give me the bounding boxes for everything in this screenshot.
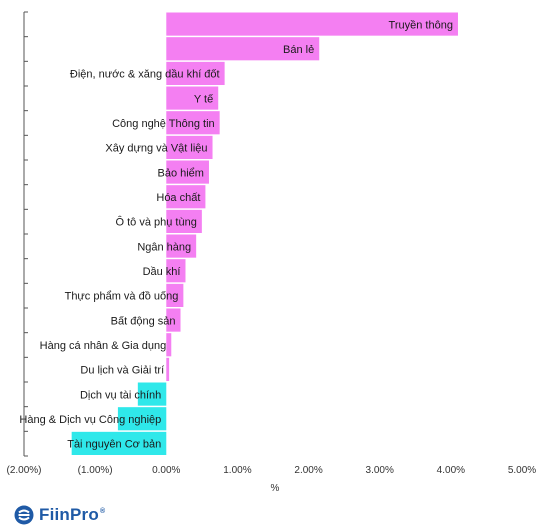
bar xyxy=(137,382,167,406)
bar-label: Ngân hàng xyxy=(137,241,191,253)
x-tick-label: (1.00%) xyxy=(78,465,113,476)
fiinpro-logo-text: FiinPro® xyxy=(39,505,105,525)
bar-label: Ô tô và phụ tùng xyxy=(116,216,197,229)
fiinpro-logo-icon xyxy=(14,505,34,525)
bar xyxy=(166,185,206,209)
bar-label: Hàng & Dịch vụ Công nghiệp xyxy=(19,414,161,426)
bar-label: Dịch vụ tài chính xyxy=(80,389,161,401)
bar-label: Hàng cá nhân & Gia dụng xyxy=(40,340,167,352)
bar-label: Bất động sản xyxy=(111,315,176,327)
fiinpro-logo: FiinPro® xyxy=(14,504,105,526)
bar xyxy=(166,160,209,184)
bar-label: Du lịch và Giải trí xyxy=(80,365,164,377)
bar xyxy=(71,431,167,455)
x-tick-label: 4.00% xyxy=(437,465,465,476)
bar-label: Tài nguyên Cơ bản xyxy=(67,439,161,451)
bar xyxy=(166,86,219,110)
bar-label: Bảo hiểm xyxy=(157,167,203,179)
bar-label: Truyền thông xyxy=(389,19,453,31)
bar-label: Bán lẻ xyxy=(283,44,314,56)
bar-label: Xây dựng và Vật liệu xyxy=(105,143,207,155)
bar-label: Điện, nước & xăng dầu khí đốt xyxy=(70,69,220,81)
bar xyxy=(166,12,458,36)
bar-label: Hóa chất xyxy=(156,192,200,204)
bar xyxy=(166,308,181,332)
bar-label: Thực phẩm và đồ uống xyxy=(65,291,179,303)
axes-layer: (2.00%) (1.00%) 0.00% 1.00% 2.00% 3.00% 4.00% 5… xyxy=(6,11,536,476)
x-tick-label: 3.00% xyxy=(366,465,394,476)
x-tick-label: 2.00% xyxy=(294,465,322,476)
bar xyxy=(166,283,184,307)
logo-registered-mark: ® xyxy=(99,508,106,516)
bar xyxy=(117,407,167,431)
bar-label: Y tế xyxy=(194,93,213,105)
bar xyxy=(166,61,225,85)
logo-name: FiinPro xyxy=(39,505,99,524)
bar xyxy=(166,357,170,381)
bars-layer xyxy=(71,12,458,455)
x-tick-label: 0.00% xyxy=(152,465,180,476)
bar-label: Dầu khí xyxy=(143,266,181,278)
bar-labels-layer: Truyền thông Bán lẻ Điện, nước & xăng dầu … xyxy=(19,19,453,450)
x-tick-label: 5.00% xyxy=(508,465,536,476)
bar xyxy=(166,37,320,61)
bar xyxy=(166,234,197,258)
bar xyxy=(166,111,220,135)
bar xyxy=(166,259,186,283)
bar xyxy=(166,333,172,357)
x-axis-title: % xyxy=(271,483,280,494)
bar-label: Công nghệ Thông tin xyxy=(112,118,215,130)
bar xyxy=(166,209,202,233)
bar xyxy=(166,135,213,159)
x-tick-label: 1.00% xyxy=(223,465,251,476)
x-tick-label: (2.00%) xyxy=(6,465,41,476)
